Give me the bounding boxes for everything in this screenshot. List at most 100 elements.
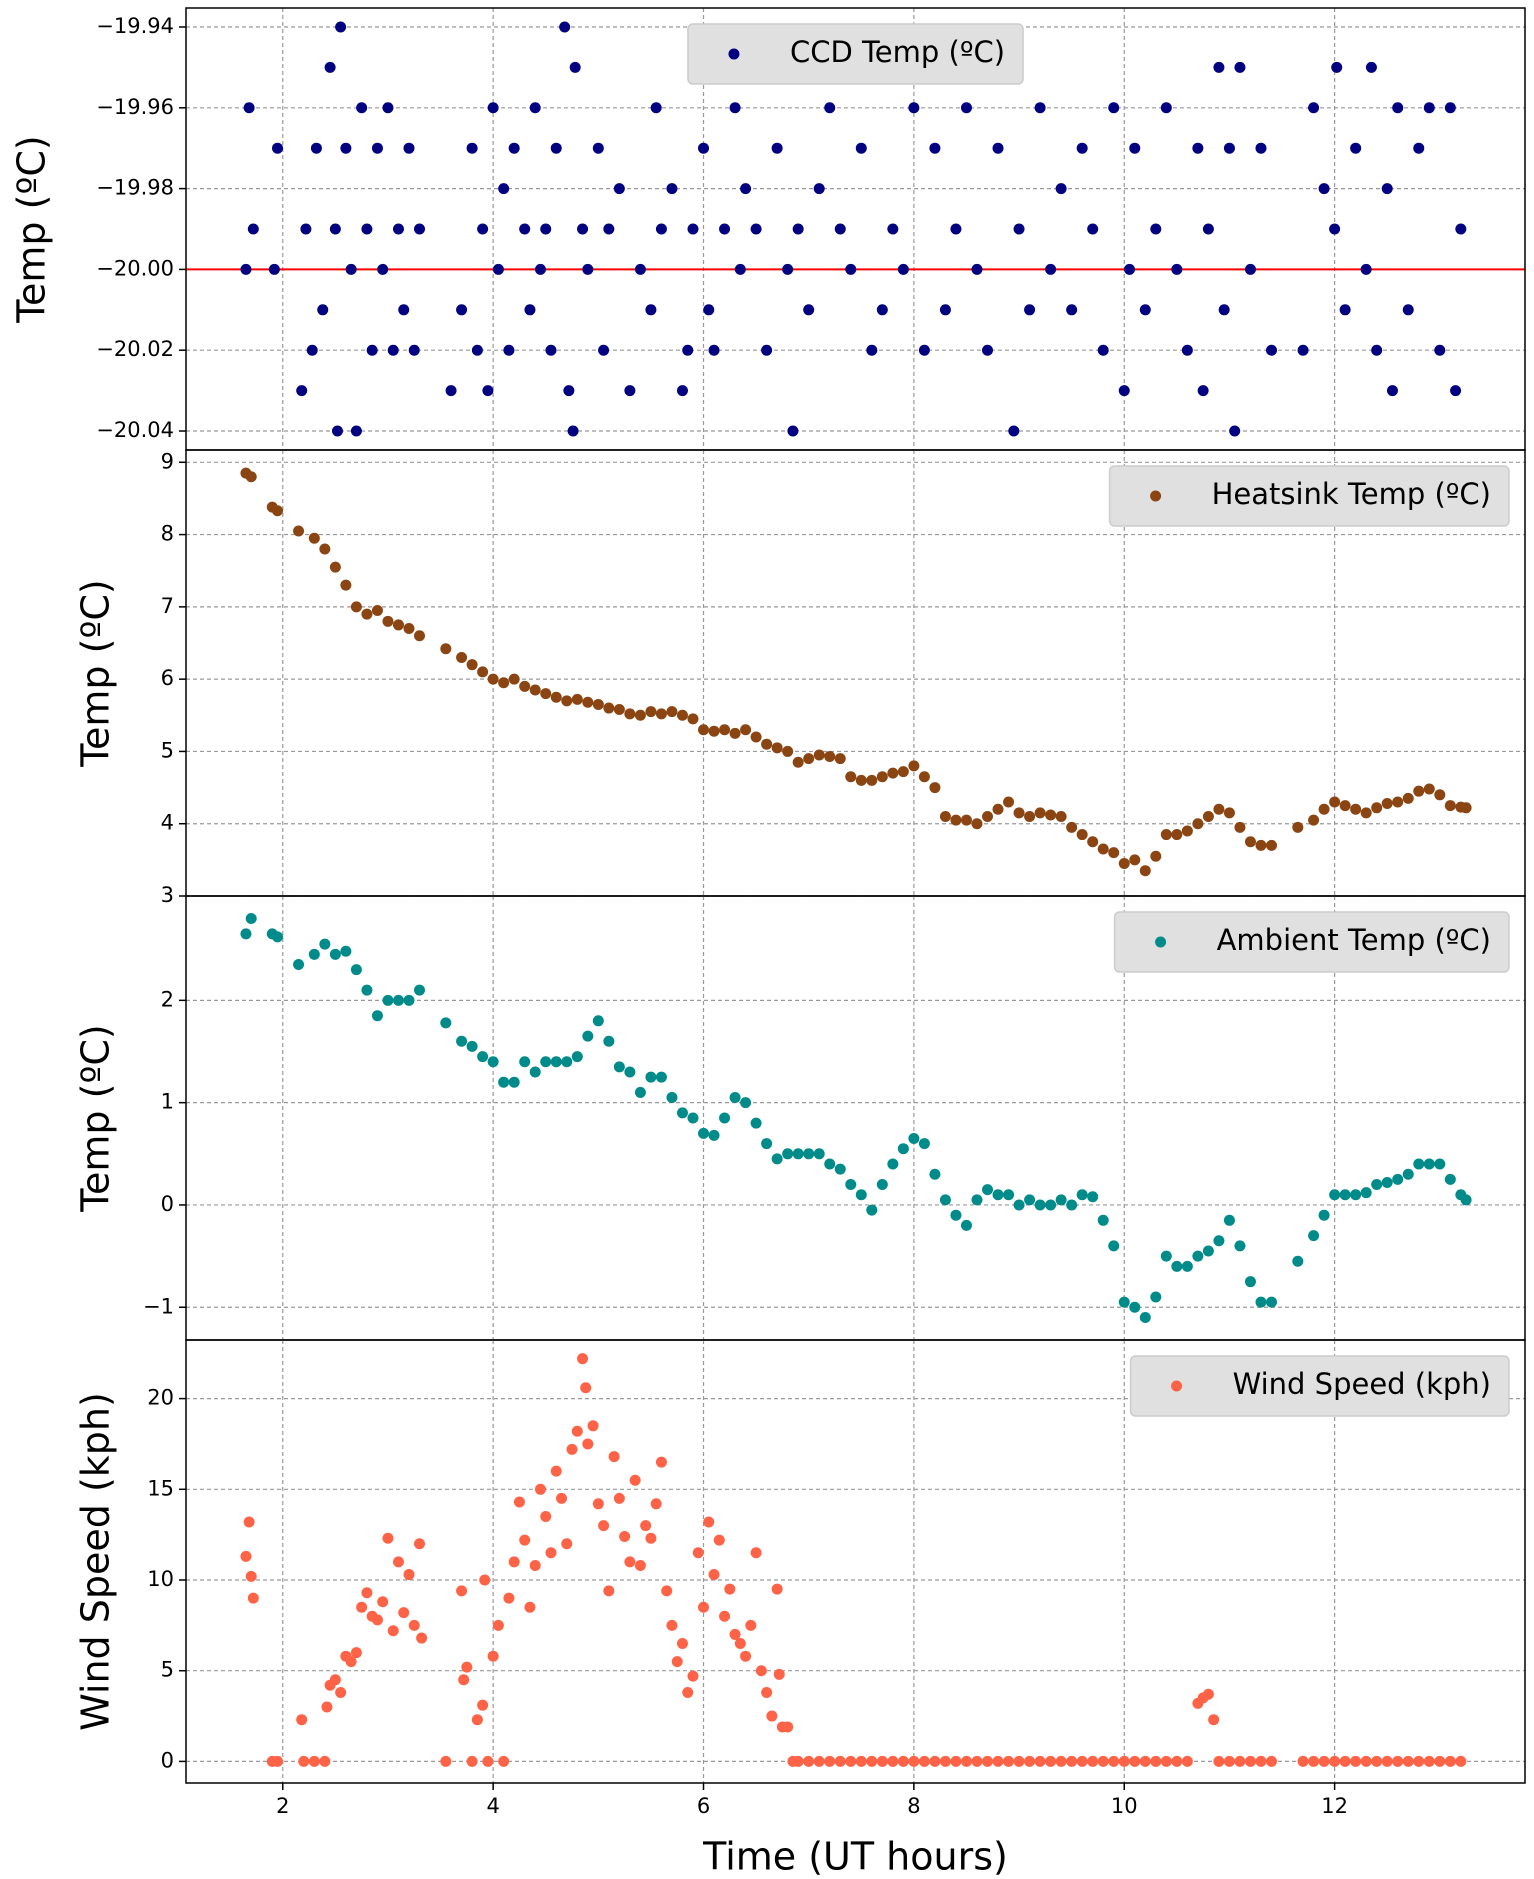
- point: [519, 223, 531, 235]
- point: [513, 1496, 525, 1508]
- point: [243, 102, 255, 114]
- point: [245, 1570, 257, 1582]
- point: [477, 1051, 489, 1063]
- point: [1423, 102, 1435, 114]
- point: [687, 1670, 699, 1682]
- point: [708, 1129, 720, 1141]
- point: [477, 666, 489, 678]
- point: [640, 1520, 652, 1532]
- point: [908, 1755, 920, 1767]
- point: [1013, 1199, 1025, 1211]
- legend-marker: [1150, 490, 1162, 502]
- point: [729, 1628, 741, 1640]
- point: [1339, 800, 1351, 812]
- point: [1160, 1250, 1172, 1262]
- point: [719, 223, 731, 235]
- point: [466, 1040, 478, 1052]
- point: [687, 713, 699, 725]
- point: [582, 696, 594, 708]
- point: [308, 948, 320, 960]
- point: [1386, 385, 1398, 397]
- legend-label: Ambient Temp (ºC): [1217, 923, 1491, 957]
- point: [350, 964, 362, 976]
- point: [845, 1755, 857, 1767]
- point: [982, 810, 994, 822]
- point: [1450, 385, 1462, 397]
- y-axis-label: Temp (ºC): [10, 135, 54, 323]
- point: [456, 1035, 468, 1047]
- point: [1423, 1755, 1435, 1767]
- point: [519, 1534, 531, 1546]
- point: [1202, 223, 1214, 235]
- point: [561, 695, 573, 707]
- y-tick-label: 7: [161, 594, 174, 618]
- point: [563, 385, 575, 397]
- point: [1292, 1255, 1304, 1267]
- point: [540, 1511, 552, 1523]
- point: [377, 263, 389, 275]
- point: [519, 1056, 531, 1068]
- point: [666, 1619, 678, 1631]
- point: [569, 61, 581, 73]
- point: [1171, 829, 1183, 841]
- point: [582, 1438, 594, 1450]
- point: [676, 1637, 688, 1649]
- point: [1055, 183, 1067, 195]
- point: [508, 673, 520, 685]
- point: [340, 142, 352, 154]
- point: [1024, 304, 1036, 316]
- point: [782, 263, 794, 275]
- point: [387, 1625, 399, 1637]
- y-tick-label: 0: [161, 1192, 174, 1216]
- point: [845, 1178, 857, 1190]
- point: [755, 1665, 767, 1677]
- point: [487, 1056, 499, 1068]
- point: [403, 1569, 415, 1581]
- point: [1066, 821, 1078, 833]
- point: [445, 385, 457, 397]
- point: [971, 818, 983, 830]
- point: [734, 263, 746, 275]
- point: [771, 1153, 783, 1165]
- point: [960, 1755, 972, 1767]
- y-tick-label: −20.02: [96, 337, 174, 361]
- point: [1229, 425, 1241, 437]
- point: [813, 749, 825, 761]
- x-tick-label: 6: [697, 1794, 710, 1818]
- point: [245, 913, 257, 925]
- point: [487, 102, 499, 114]
- point: [416, 1632, 428, 1644]
- point: [1097, 1755, 1109, 1767]
- point: [361, 1587, 373, 1599]
- point: [414, 223, 426, 235]
- legend-marker: [1171, 1380, 1183, 1392]
- point: [498, 1755, 510, 1767]
- point: [771, 1583, 783, 1595]
- point: [761, 1686, 773, 1698]
- y-axis-label: Temp (ºC): [74, 1024, 118, 1212]
- point: [634, 1086, 646, 1098]
- point: [740, 183, 752, 195]
- point: [247, 1592, 259, 1604]
- point: [1266, 1296, 1278, 1308]
- point: [676, 385, 688, 397]
- point: [939, 304, 951, 316]
- point: [471, 344, 483, 356]
- point: [1129, 854, 1141, 866]
- point: [482, 385, 494, 397]
- point: [1339, 1189, 1351, 1201]
- point: [887, 223, 899, 235]
- point: [571, 1051, 583, 1063]
- point: [1150, 850, 1162, 862]
- point: [992, 1755, 1004, 1767]
- point: [687, 223, 699, 235]
- point: [408, 1619, 420, 1631]
- point: [1034, 1199, 1046, 1211]
- point: [1350, 1189, 1362, 1201]
- point: [529, 1066, 541, 1078]
- point: [466, 659, 478, 671]
- point: [403, 623, 415, 635]
- y-tick-label: 0: [161, 1748, 174, 1772]
- point: [1460, 1194, 1472, 1206]
